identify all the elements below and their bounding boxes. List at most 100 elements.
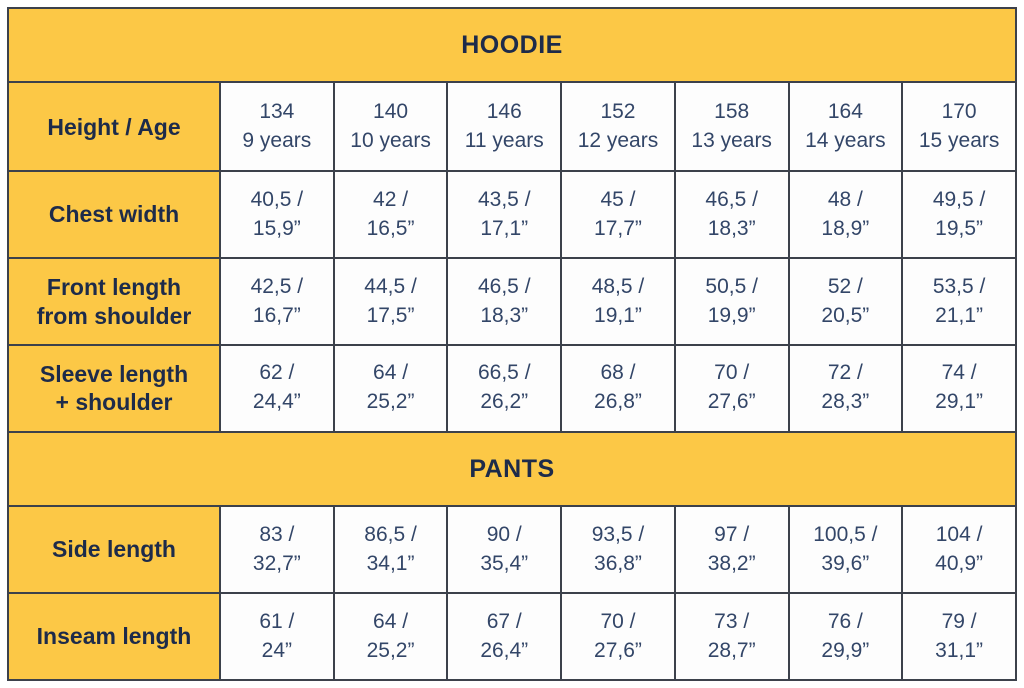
cell-line: 44,5 / <box>364 274 417 298</box>
size-cell: 70 / 27,6” <box>560 592 676 681</box>
cell-line: 73 / <box>714 609 750 633</box>
size-cell: 64 / 25,2” <box>332 592 449 681</box>
cell-line: 17,5” <box>366 303 415 327</box>
cell-line: 17,1” <box>480 216 529 240</box>
size-cell: 46,5 / 18,3” <box>446 257 563 346</box>
cell-line: 26,2” <box>480 390 529 414</box>
cell-line: 13 years <box>691 128 772 152</box>
cell-line: 68 / <box>600 361 636 385</box>
size-cell: 53,5 / 21,1” <box>901 257 1017 346</box>
cell-line: 39,6” <box>821 551 870 575</box>
size-cell: 90 / 35,4” <box>446 505 563 595</box>
cell-line: 74 / <box>941 361 977 385</box>
size-cell: 67 / 26,4” <box>446 592 563 681</box>
size-cell: 72 / 28,3” <box>787 343 904 433</box>
cell-line: 152 <box>600 99 636 123</box>
cell-line: 38,2” <box>707 551 756 575</box>
cell-line: 42 / <box>373 187 409 211</box>
size-chart-table: HOODIE Height / Age 134 9 years 140 10 years 1… <box>7 6 1017 681</box>
cell-line: 17,7” <box>594 216 642 240</box>
size-cell: 43,5 / 17,1” <box>446 170 563 260</box>
size-cell: 70 / 27,6” <box>673 343 790 433</box>
cell-line: 11 years <box>464 128 544 152</box>
cell-line: 15 years <box>918 128 1000 152</box>
cell-line: 18,9” <box>821 216 870 240</box>
cell-line: 93,5 / <box>591 522 645 546</box>
measurement-row: Chest width 40,5 / 15,9” 42 / 16,5” 43,5 / 17,… <box>7 170 1017 260</box>
cell-line: 86,5 / <box>364 522 417 546</box>
height-age-cell: 146 11 years <box>446 81 563 173</box>
height-age-row: Height / Age 134 9 years 140 10 years 146 11 y… <box>7 81 1017 173</box>
cell-line: 34,1” <box>366 551 415 575</box>
cell-line: 26,8” <box>594 390 642 414</box>
size-cell: 61 / 24” <box>219 592 335 681</box>
cell-line: 90 / <box>486 522 522 546</box>
cell-line: 48,5 / <box>591 274 645 298</box>
cell-line: 42,5 / <box>250 274 304 298</box>
cell-line: 46,5 / <box>705 187 758 211</box>
cell-line: 70 / <box>714 361 750 385</box>
size-cell: 86,5 / 34,1” <box>332 505 449 595</box>
cell-line: 45 / <box>600 187 636 211</box>
cell-line: 72 / <box>827 361 863 385</box>
size-cell: 48 / 18,9” <box>787 170 904 260</box>
cell-line: 49,5 / <box>932 187 986 211</box>
cell-line: 16,7” <box>252 303 301 327</box>
cell-line: 29,9” <box>821 638 870 662</box>
size-cell: 100,5 / 39,6” <box>787 505 904 595</box>
row-label: Side length <box>7 505 221 595</box>
height-age-cell: 152 12 years <box>560 81 676 173</box>
size-cell: 50,5 / 19,9” <box>673 257 790 346</box>
section-title: HOODIE <box>7 6 1017 84</box>
cell-line: 20,5” <box>821 303 870 327</box>
cell-line: 50,5 / <box>705 274 758 298</box>
cell-line: 15,9” <box>252 216 301 240</box>
cell-line: 61 / <box>259 609 295 633</box>
row-label: Front length from shoulder <box>7 257 221 346</box>
size-cell: 49,5 / 19,5” <box>901 170 1017 260</box>
size-cell: 40,5 / 15,9” <box>219 170 335 260</box>
cell-line: 40,5 / <box>250 187 304 211</box>
cell-line: 32,7” <box>252 551 301 575</box>
measurement-row: Side length 83 / 32,7” 86,5 / 34,1” 90 / 35,4”… <box>7 505 1017 595</box>
cell-line: 76 / <box>827 609 863 633</box>
cell-line: 16,5” <box>366 216 415 240</box>
size-cell: 68 / 26,8” <box>560 343 676 433</box>
size-cell: 52 / 20,5” <box>787 257 904 346</box>
size-cell: 74 / 29,1” <box>901 343 1017 433</box>
height-age-cell: 140 10 years <box>332 81 449 173</box>
cell-line: 170 <box>941 99 977 123</box>
cell-line: 29,1” <box>935 390 984 414</box>
height-age-cell: 164 14 years <box>787 81 904 173</box>
cell-line: 21,1” <box>935 303 984 327</box>
cell-line: 31,1” <box>935 638 984 662</box>
cell-line: 67 / <box>486 609 522 633</box>
size-cell: 76 / 29,9” <box>787 592 904 681</box>
cell-line: 28,3” <box>821 390 870 414</box>
cell-line: 43,5 / <box>477 187 531 211</box>
size-cell: 46,5 / 18,3” <box>673 170 790 260</box>
cell-line: 62 / <box>259 361 295 385</box>
cell-line: 134 <box>259 99 295 123</box>
cell-line: 100,5 / <box>813 522 878 546</box>
cell-line: 36,8” <box>594 551 642 575</box>
cell-line: 46,5 / <box>477 274 531 298</box>
cell-line: 64 / <box>373 609 409 633</box>
size-cell: 66,5 / 26,2” <box>446 343 563 433</box>
cell-line: 25,2” <box>366 638 415 662</box>
cell-line: 146 <box>486 99 522 123</box>
cell-line: 104 / <box>935 522 983 546</box>
cell-line: 27,6” <box>707 390 756 414</box>
cell-line: 19,1” <box>594 303 642 327</box>
row-label: Inseam length <box>7 592 221 681</box>
cell-line: 24” <box>261 638 293 662</box>
cell-line: 14 years <box>805 128 886 152</box>
cell-line: 18,3” <box>707 216 756 240</box>
section-title: PANTS <box>7 430 1017 508</box>
size-cell: 79 / 31,1” <box>901 592 1017 681</box>
cell-line: 70 / <box>600 609 636 633</box>
height-age-cell: 170 15 years <box>901 81 1017 173</box>
cell-line: 19,5” <box>935 216 984 240</box>
cell-line: 140 <box>373 99 409 123</box>
cell-line: 28,7” <box>707 638 756 662</box>
